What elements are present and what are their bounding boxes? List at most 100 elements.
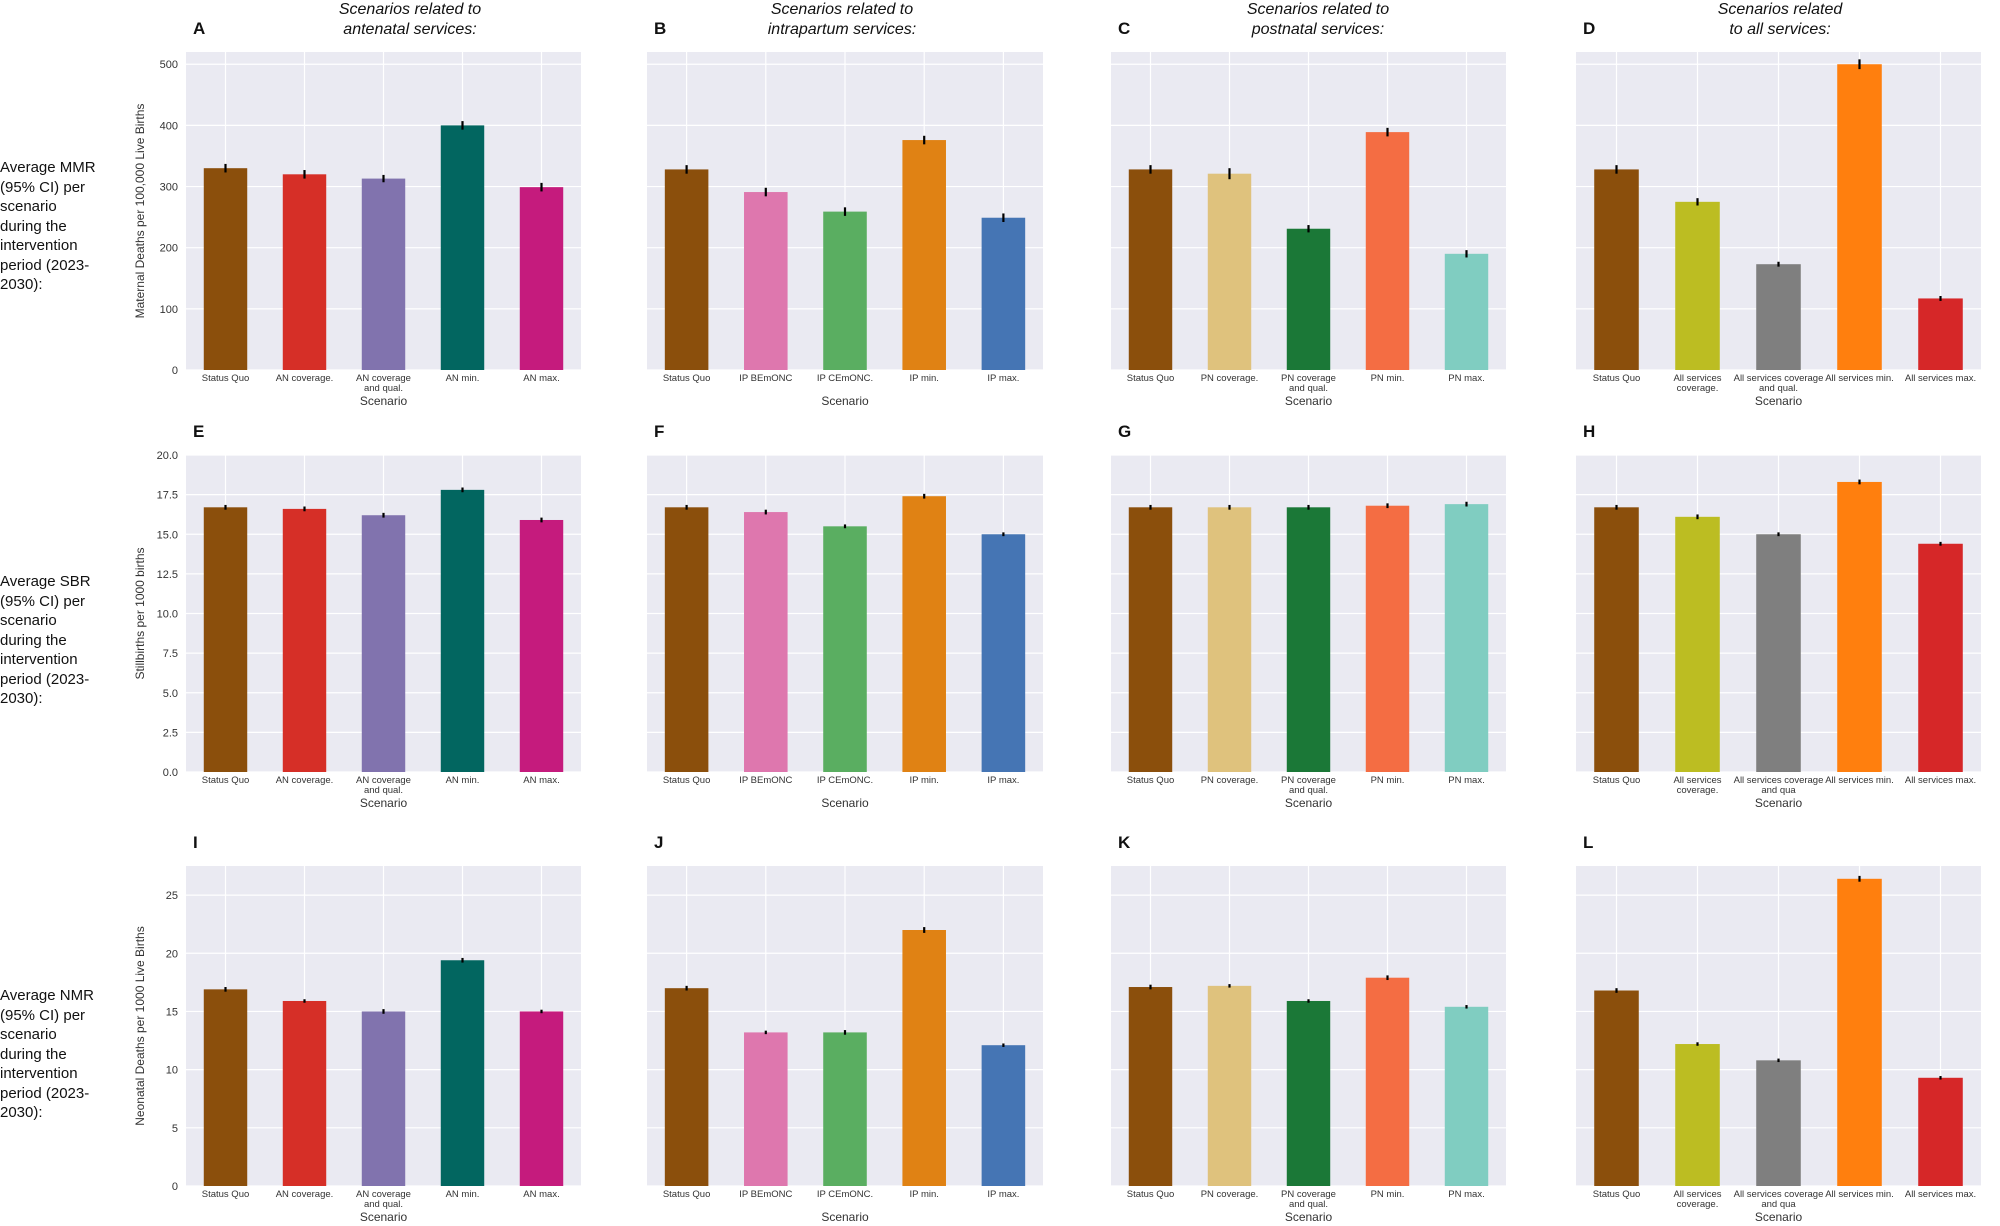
panel-h-xtick-label: All services coverage xyxy=(1734,775,1824,786)
panel-l-xtick-label: All services min. xyxy=(1825,1189,1894,1200)
panel-i-ytick-label: 25 xyxy=(166,890,178,902)
bar-e-3 xyxy=(440,489,485,772)
panel-c-xlabel: Scenario xyxy=(1285,394,1333,408)
panel-a-ytick-label: 0 xyxy=(172,365,178,377)
bar-g-4 xyxy=(1444,504,1489,772)
panel-e-xtick-label: AN min. xyxy=(446,775,480,786)
panel-b-xtick-label: IP CEmONC. xyxy=(817,373,873,384)
panel-i-xtick-label: AN max. xyxy=(523,1189,559,1200)
bar-d-4 xyxy=(1918,298,1963,370)
panel-letter-f: F xyxy=(654,422,664,441)
panel-d-xlabel: Scenario xyxy=(1755,394,1803,408)
bar-i-2 xyxy=(361,1011,406,1186)
panel-f-xtick-label: Status Quo xyxy=(663,775,711,786)
panel-a-xtick-label: AN coverage xyxy=(356,373,411,384)
bar-c-4 xyxy=(1444,253,1489,370)
panel-letter-g: G xyxy=(1118,422,1131,441)
column-title-antenatal: Scenarios related to antenatal services: xyxy=(338,1,482,38)
panel-e-xtick-label: AN coverage. xyxy=(276,775,334,786)
bar-i-3 xyxy=(440,960,485,1186)
panel-i-ylabel: Neonatal Deaths per 1000 Live Births xyxy=(133,926,147,1125)
panel-letter-b: B xyxy=(654,19,666,38)
panel-k-xtick-label: PN coverage. xyxy=(1201,1189,1259,1200)
panel-letter-k: K xyxy=(1118,833,1131,852)
bar-b-3 xyxy=(902,140,946,370)
bar-j-3 xyxy=(902,930,946,1186)
panel-letter-l: L xyxy=(1583,833,1593,852)
panel-g-xtick-label: PN coverage. xyxy=(1201,775,1259,786)
panel-i-ytick-label: 5 xyxy=(172,1123,178,1135)
bar-h-3 xyxy=(1837,481,1882,772)
panel-h-xtick-label: coverage. xyxy=(1677,785,1719,796)
panel-a-xtick-label: AN coverage. xyxy=(276,373,334,384)
panel-h-xtick-label: Status Quo xyxy=(1593,775,1641,786)
panel-j-xlabel: Scenario xyxy=(821,1210,869,1224)
panel-g-xtick-label: Status Quo xyxy=(1127,775,1175,786)
bar-f-2 xyxy=(823,526,867,772)
panel-l-xtick-label: All services max. xyxy=(1905,1189,1976,1200)
panel-h-xtick-label: All services min. xyxy=(1825,775,1894,786)
bar-b-2 xyxy=(823,211,867,370)
panel-i-xtick-label: AN min. xyxy=(446,1189,480,1200)
panel-k-xtick-label: PN coverage xyxy=(1281,1189,1336,1200)
panel-c-xtick-label: PN max. xyxy=(1448,373,1484,384)
panel-a-xtick-label: Status Quo xyxy=(202,373,250,384)
panel-i-ytick-label: 10 xyxy=(166,1065,178,1077)
panel-a-ylabel: Maternal Deaths per 100,000 Live Births xyxy=(133,104,147,319)
panel-b-xtick-label: IP max. xyxy=(987,373,1019,384)
panel-e-ytick-label: 5.0 xyxy=(163,688,178,700)
bar-c-3 xyxy=(1365,132,1410,370)
panel-i-xlabel: Scenario xyxy=(360,1210,408,1224)
panel-e-ytick-label: 20.0 xyxy=(157,450,178,462)
bar-k-0 xyxy=(1128,987,1173,1186)
panel-i-ytick-label: 20 xyxy=(166,948,178,960)
bar-f-3 xyxy=(902,496,946,772)
bar-l-4 xyxy=(1918,1077,1963,1186)
bar-k-2 xyxy=(1286,1000,1331,1186)
panel-letter-j: J xyxy=(654,833,663,852)
column-title-all: Scenarios related to all services: xyxy=(1717,1,1843,38)
panel-letter-h: H xyxy=(1583,422,1595,441)
bar-e-1 xyxy=(282,508,327,772)
panel-i-ytick-label: 15 xyxy=(166,1006,178,1018)
panel-e-ytick-label: 15.0 xyxy=(157,529,178,541)
panel-l-xtick-label: Status Quo xyxy=(1593,1189,1641,1200)
panel-letter-d: D xyxy=(1583,19,1595,38)
bar-e-0 xyxy=(203,507,248,772)
bar-g-3 xyxy=(1365,505,1410,772)
panel-l-xlabel: Scenario xyxy=(1755,1210,1803,1224)
bar-e-4 xyxy=(519,519,564,772)
panel-k-xlabel: Scenario xyxy=(1285,1210,1333,1224)
panel-c-xtick-label: Status Quo xyxy=(1127,373,1175,384)
panel-d-xtick-label: and qual. xyxy=(1759,383,1798,394)
panel-b-xtick-label: IP min. xyxy=(910,373,939,384)
bar-d-3 xyxy=(1837,64,1882,370)
panel-i-ytick-label: 0 xyxy=(172,1181,178,1193)
bar-b-1 xyxy=(744,192,788,370)
bar-f-0 xyxy=(664,507,709,772)
panel-a-xtick-label: AN max. xyxy=(523,373,559,384)
panel-l-xtick-label: and qua xyxy=(1761,1199,1796,1210)
panel-d-xtick-label: Status Quo xyxy=(1593,373,1641,384)
panel-g-xtick-label: PN coverage xyxy=(1281,775,1336,786)
bar-l-0 xyxy=(1594,990,1639,1186)
panel-e-xlabel: Scenario xyxy=(360,796,408,810)
bar-a-3 xyxy=(440,125,485,370)
bar-l-3 xyxy=(1837,878,1882,1186)
bar-h-2 xyxy=(1756,534,1801,772)
bar-i-4 xyxy=(519,1011,564,1186)
panel-a-xtick-label: and qual. xyxy=(364,383,403,394)
panel-g-xtick-label: PN max. xyxy=(1448,775,1484,786)
bar-h-0 xyxy=(1594,507,1639,772)
panel-a-ytick-label: 200 xyxy=(160,243,178,255)
bar-d-1 xyxy=(1675,201,1720,370)
panel-d-xtick-label: All services xyxy=(1673,373,1721,384)
panel-a-ytick-label: 300 xyxy=(160,182,178,194)
panel-b-xtick-label: IP BEmONC xyxy=(739,373,792,384)
panel-c-xtick-label: PN coverage. xyxy=(1201,373,1259,384)
bar-k-1 xyxy=(1207,985,1252,1186)
panel-h-xtick-label: and qua xyxy=(1761,785,1796,796)
panel-c-xtick-label: PN coverage xyxy=(1281,373,1336,384)
bar-c-1 xyxy=(1207,173,1252,370)
